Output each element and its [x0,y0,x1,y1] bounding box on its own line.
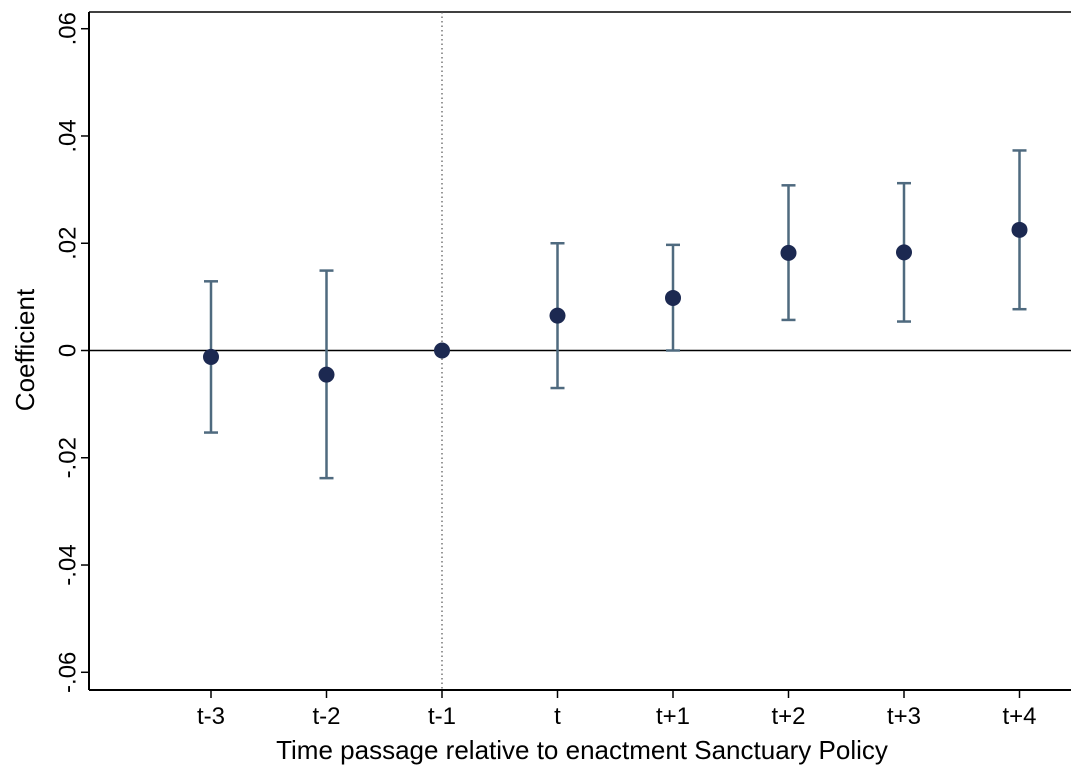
point-estimate [203,348,219,365]
x-tick-label: t+4 [1002,703,1036,730]
y-tick-label: -.06 [54,652,81,693]
y-tick-label: .04 [54,119,81,152]
x-tick-label: t-1 [428,703,456,730]
y-tick-label: .02 [54,227,81,260]
y-tick-label: -.02 [54,437,81,478]
x-tick-label: t-2 [312,703,340,730]
x-axis-title: Time passage relative to enactment Sanct… [276,735,888,765]
y-tick-label: 0 [54,344,81,357]
point-estimate [318,366,335,383]
x-tick-label: t+1 [656,703,690,730]
x-tick-label: t [554,703,561,730]
point-estimate [549,307,566,324]
point-estimate [665,289,681,306]
point-estimate [1011,221,1028,238]
x-tick-label: t-3 [197,703,225,730]
x-tick-label: t+2 [771,703,805,730]
point-estimate [434,342,450,359]
y-tick-label: .06 [54,12,81,45]
point-estimate [780,244,797,261]
point-estimate [896,244,912,261]
y-tick-label: -.04 [54,544,81,585]
plot-area: -.06 -.04 -.02 0 .02 .04 .06 t-3 t-2 t-1 t t+1 t+2 t+… [54,11,1071,730]
x-tick-label: t+3 [887,703,921,730]
y-axis-title: Coefficient [10,288,40,411]
